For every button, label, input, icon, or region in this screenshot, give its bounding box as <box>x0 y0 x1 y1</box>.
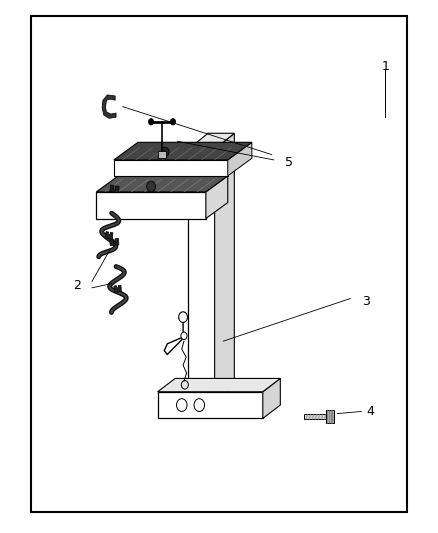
Circle shape <box>181 332 187 340</box>
Circle shape <box>170 118 176 125</box>
Polygon shape <box>304 414 327 419</box>
Polygon shape <box>158 151 166 158</box>
Polygon shape <box>105 232 113 239</box>
Circle shape <box>147 181 155 192</box>
Circle shape <box>161 147 169 157</box>
Polygon shape <box>110 238 119 246</box>
Polygon shape <box>158 392 263 418</box>
Text: 5: 5 <box>285 156 293 169</box>
Polygon shape <box>263 378 280 418</box>
Text: 2: 2 <box>73 279 81 292</box>
Circle shape <box>177 399 187 411</box>
Circle shape <box>179 312 187 322</box>
Text: 4: 4 <box>366 405 374 418</box>
Bar <box>31 16 407 512</box>
Polygon shape <box>188 149 215 402</box>
Text: 3: 3 <box>362 295 370 308</box>
Polygon shape <box>215 133 234 402</box>
Polygon shape <box>96 192 206 219</box>
Polygon shape <box>114 142 252 160</box>
Polygon shape <box>102 95 116 118</box>
Polygon shape <box>326 410 334 423</box>
Polygon shape <box>228 142 252 176</box>
Polygon shape <box>114 285 121 293</box>
Polygon shape <box>158 378 280 392</box>
Polygon shape <box>206 176 228 219</box>
Circle shape <box>148 118 154 125</box>
Polygon shape <box>114 160 228 176</box>
Polygon shape <box>96 176 228 192</box>
Text: 1: 1 <box>381 60 389 73</box>
Polygon shape <box>110 185 119 193</box>
Circle shape <box>194 399 205 411</box>
Polygon shape <box>188 133 234 149</box>
